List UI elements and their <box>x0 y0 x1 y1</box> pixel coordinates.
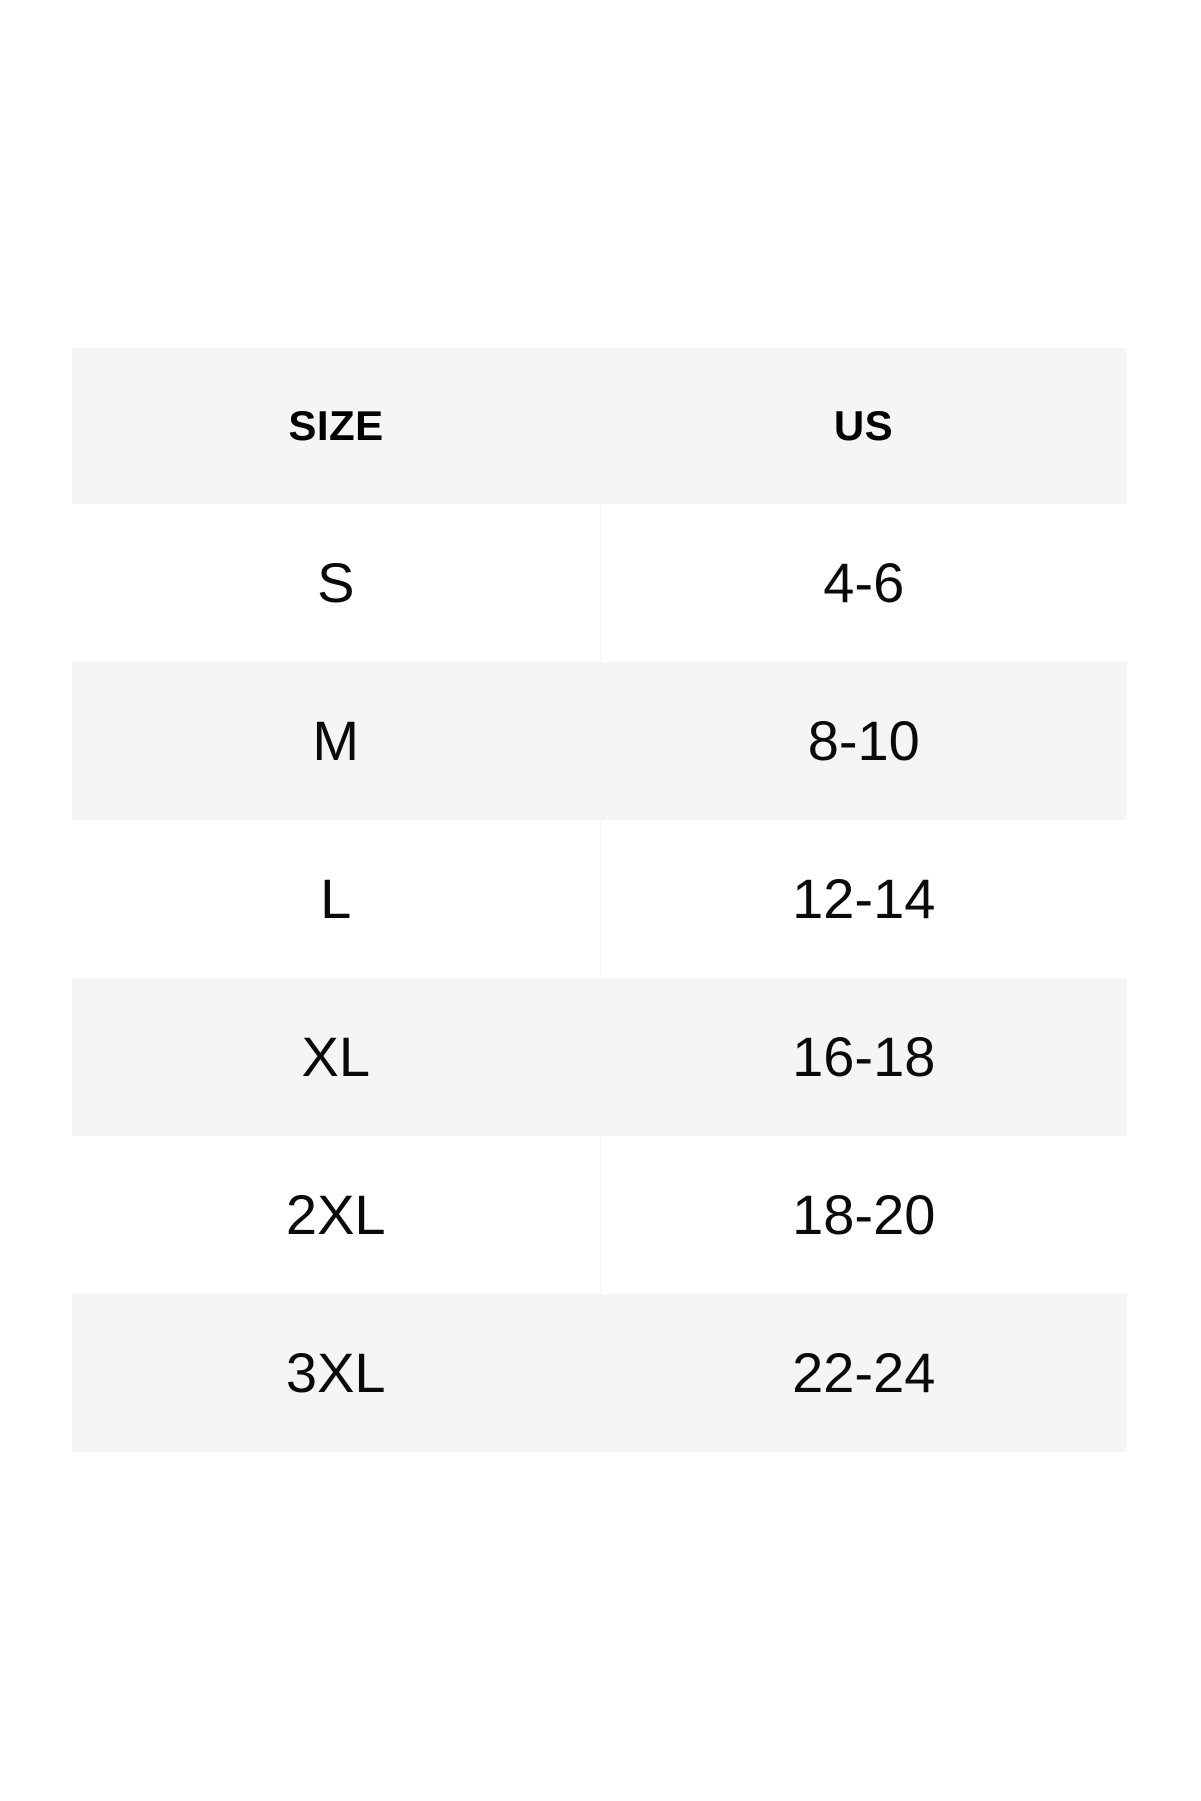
table-header-row: SIZE US <box>72 348 1127 504</box>
table-row: XL 16-18 <box>72 978 1127 1136</box>
column-header-size: SIZE <box>288 402 384 449</box>
table-row: 3XL 22-24 <box>72 1294 1127 1452</box>
cell-us: 22-24 <box>792 1341 936 1404</box>
cell-size: S <box>72 504 601 662</box>
cell-us: 8-10 <box>807 709 920 772</box>
cell-size: 2XL <box>72 1136 601 1294</box>
cell-us: 18-20 <box>792 1183 936 1246</box>
column-header-us: US <box>833 402 894 449</box>
table-header: SIZE US <box>72 348 1127 504</box>
cell-us: 4-6 <box>823 551 905 614</box>
cell-size: 3XL <box>72 1294 601 1452</box>
table-row: L 12-14 <box>72 820 1127 978</box>
cell-size: L <box>72 820 601 978</box>
table-body: S 4-6 M 8-10 L 12-14 XL 16-18 2XL 18-20 … <box>72 504 1127 1452</box>
table-row: S 4-6 <box>72 504 1127 662</box>
table-row: M 8-10 <box>72 662 1127 820</box>
size-chart-table: SIZE US S 4-6 M 8-10 L 12-14 XL 16-18 <box>72 348 1127 1452</box>
cell-us: 12-14 <box>792 867 936 930</box>
cell-us: 16-18 <box>792 1025 936 1088</box>
cell-size: XL <box>72 978 601 1136</box>
cell-size: M <box>72 662 601 820</box>
table-row: 2XL 18-20 <box>72 1136 1127 1294</box>
